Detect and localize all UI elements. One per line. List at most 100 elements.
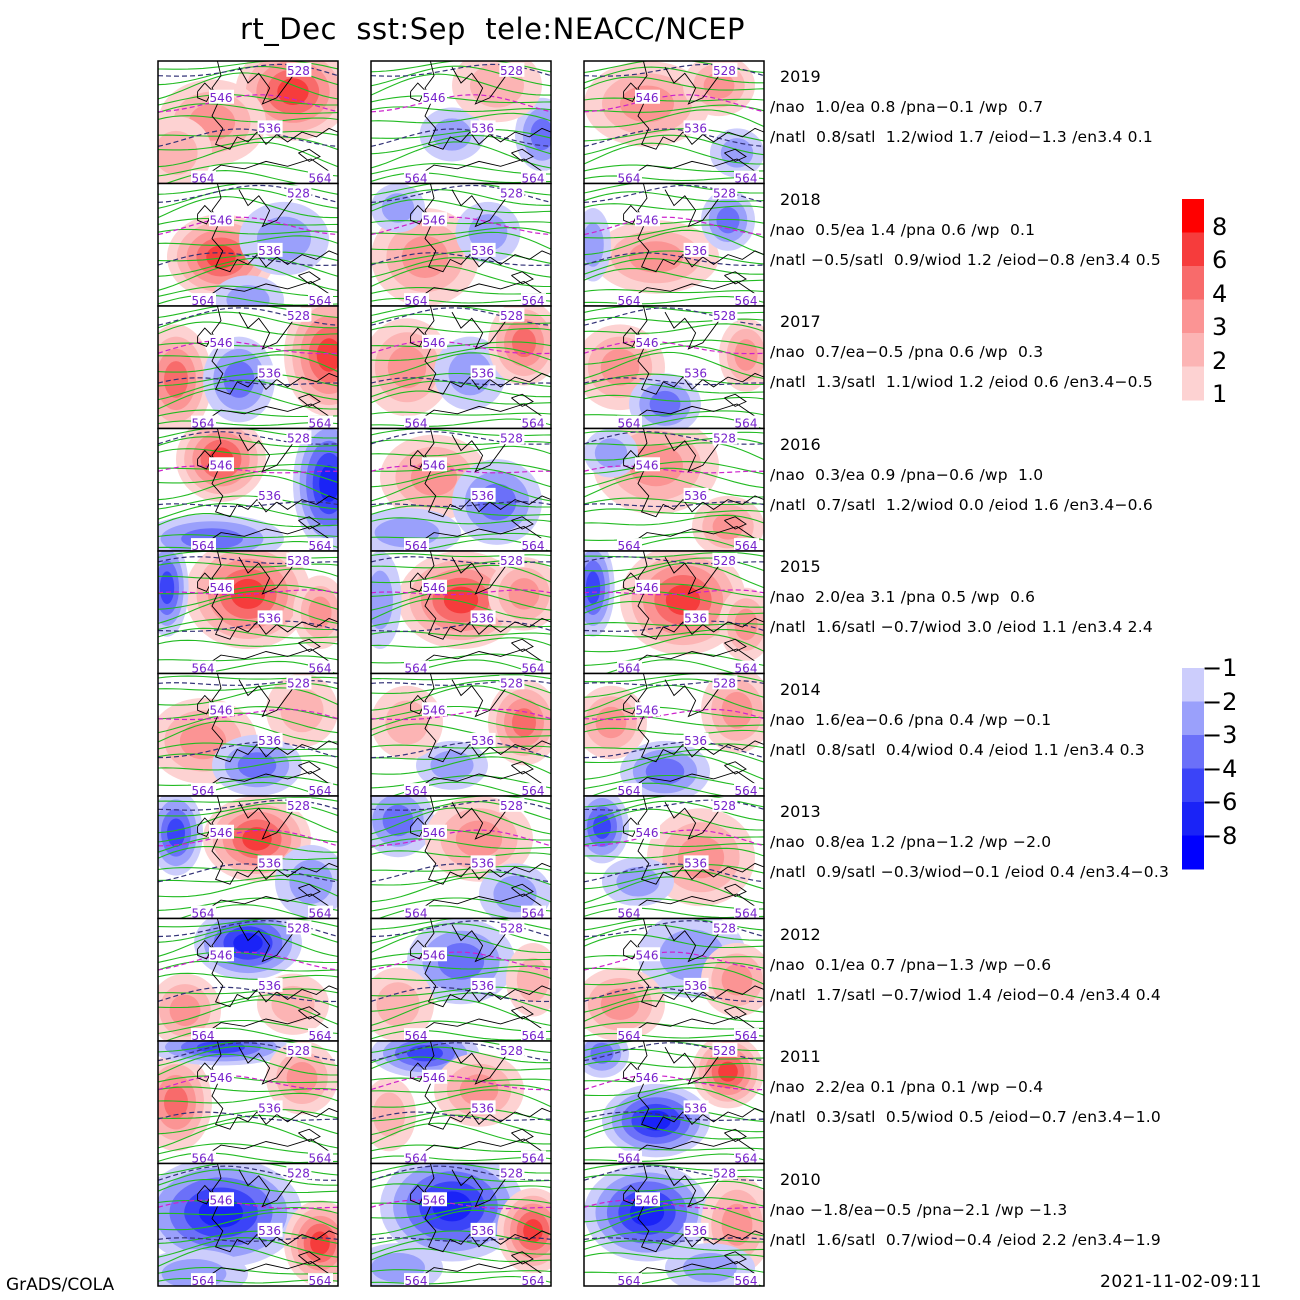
contour-label-box xyxy=(404,1028,429,1041)
coastline xyxy=(724,1251,747,1265)
contour-label: 564 xyxy=(522,1152,545,1166)
contour-label-box xyxy=(422,212,447,227)
coastline xyxy=(724,1128,747,1143)
coastline xyxy=(451,556,507,595)
contour-label: 528 xyxy=(713,799,736,813)
contour-label-box xyxy=(308,1150,333,1164)
contour-label-box xyxy=(308,538,333,551)
coastline xyxy=(202,771,330,791)
contour-label: 564 xyxy=(405,294,428,308)
anomaly-shading xyxy=(516,957,550,1002)
coastline xyxy=(628,1016,756,1036)
index-line-ocean: /natl 1.6/satl 0.7/wiod−0.4 /eiod 2.2 /e… xyxy=(770,1230,1161,1249)
height-contour xyxy=(158,828,338,843)
height-contour xyxy=(158,836,338,853)
contour-label: 528 xyxy=(500,431,523,445)
climatology-contour xyxy=(584,951,764,971)
contour-label-box xyxy=(617,660,642,674)
coastline xyxy=(724,883,747,898)
contour-label: 564 xyxy=(309,1274,332,1288)
anomaly-shading xyxy=(233,932,263,954)
height-contour xyxy=(584,442,764,461)
contour-label: 536 xyxy=(471,856,494,870)
height-contour xyxy=(584,1240,764,1252)
height-contour xyxy=(584,97,764,102)
contour-label-box xyxy=(734,660,759,674)
height-contour xyxy=(158,655,338,662)
contour-label-box xyxy=(617,170,642,184)
coastline xyxy=(298,271,321,285)
contour-label-box xyxy=(308,415,333,429)
contour-label-box xyxy=(209,702,234,717)
contour-label: 536 xyxy=(684,366,707,380)
height-contour xyxy=(158,878,338,898)
coastline xyxy=(238,679,294,718)
height-contour xyxy=(584,743,764,750)
height-contour xyxy=(584,985,764,999)
coastline xyxy=(415,281,543,301)
colorbar-swatch-negative xyxy=(1182,668,1204,702)
height-contour xyxy=(158,929,338,958)
contour-label-box xyxy=(712,1165,738,1180)
contour-label: 564 xyxy=(735,172,758,186)
contour-label: 528 xyxy=(287,64,310,78)
contour-label: 536 xyxy=(471,1224,494,1238)
contour-label-box xyxy=(209,1069,234,1084)
height-contour xyxy=(584,652,764,666)
height-contour xyxy=(371,953,551,961)
contour-label-box xyxy=(635,1192,660,1207)
contour-label-box xyxy=(521,1150,546,1164)
height-contour xyxy=(371,129,551,139)
contour-label: 536 xyxy=(471,1101,494,1115)
contour-label: 546 xyxy=(636,458,659,472)
climatology-contour xyxy=(371,216,551,236)
contour-label-box xyxy=(635,1069,660,1084)
climatology-contour xyxy=(371,829,551,847)
contour-label: 528 xyxy=(500,554,523,568)
height-contour xyxy=(371,838,551,850)
climatology-contour xyxy=(584,63,764,77)
contour-label: 528 xyxy=(713,921,736,935)
height-contour xyxy=(584,467,764,489)
height-contour xyxy=(584,289,764,294)
contour-label: 546 xyxy=(210,703,233,717)
contour-label: 564 xyxy=(522,294,545,308)
height-contour xyxy=(584,754,764,780)
height-contour xyxy=(158,469,338,484)
height-contour xyxy=(584,966,764,986)
climatology-contour xyxy=(158,63,338,77)
contour-label: 536 xyxy=(684,489,707,503)
coastline xyxy=(298,1006,321,1020)
climatology-contour xyxy=(158,679,338,686)
colorbar-swatch-negative xyxy=(1182,735,1204,769)
height-contour xyxy=(584,410,764,417)
anomaly-shading xyxy=(720,138,754,168)
coastline xyxy=(298,1251,321,1265)
colorbar-label-negative: −4 xyxy=(1202,754,1238,783)
contour-label-box xyxy=(617,1028,642,1041)
contour-label: 546 xyxy=(636,581,659,595)
height-contour xyxy=(371,227,551,236)
contour-label-box xyxy=(422,1069,447,1084)
contour-label-box xyxy=(635,212,660,227)
contour-label-box xyxy=(499,552,525,567)
height-contour xyxy=(371,352,551,378)
year-label: 2010 xyxy=(780,1169,821,1189)
coastline xyxy=(451,66,507,105)
height-contour xyxy=(371,220,551,225)
year-label: 2018 xyxy=(780,189,821,209)
climatology-contour xyxy=(371,1111,551,1122)
contour-label-box xyxy=(286,675,312,690)
contour-label-box xyxy=(470,977,496,992)
contour-label: 536 xyxy=(258,489,281,503)
height-contour xyxy=(371,992,551,1012)
contour-label-box xyxy=(635,579,660,594)
contour-label-box xyxy=(209,824,234,839)
contour-label-box xyxy=(683,732,709,747)
coastline xyxy=(415,648,543,668)
coastline xyxy=(451,924,507,963)
climatology-contour xyxy=(371,863,551,883)
height-contour xyxy=(158,951,338,964)
height-contour xyxy=(158,776,338,786)
height-contour xyxy=(584,66,764,84)
